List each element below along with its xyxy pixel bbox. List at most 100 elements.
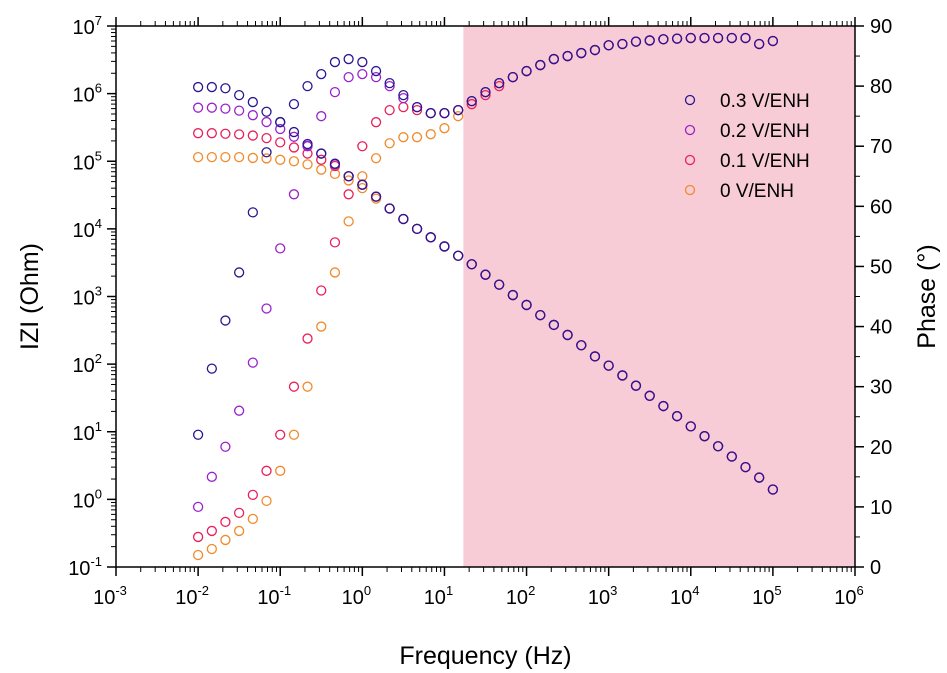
x-axis-title: Frequency (Hz) [399, 642, 571, 670]
y-tick-label: 107 [73, 13, 102, 39]
phase-point [343, 189, 354, 200]
phase-point [329, 56, 341, 68]
modulus-point [754, 472, 765, 483]
modulus-point [685, 421, 696, 432]
phase-point [247, 489, 258, 501]
phase-point [384, 77, 395, 89]
phase-point [480, 89, 491, 101]
x-tick-label: 100 [342, 583, 371, 609]
y-tick-label: 105 [73, 148, 102, 174]
phase-point [671, 33, 683, 44]
modulus-point [247, 96, 258, 108]
phase-point [316, 111, 327, 122]
legend-label: 0.3 V/ENH [720, 91, 810, 112]
phase-point [302, 381, 313, 392]
modulus-point [712, 441, 724, 452]
y2-tick-label: 0 [870, 557, 881, 579]
modulus-point [261, 132, 272, 144]
phase-point [398, 132, 409, 143]
modulus-point [220, 83, 231, 94]
legend-label: 0.1 V/ENH [720, 151, 810, 172]
modulus-point [233, 105, 245, 116]
modulus-point [507, 289, 519, 301]
phase-point [343, 71, 354, 83]
phase-point [192, 531, 204, 543]
phase-point [630, 36, 642, 47]
phase-point [425, 129, 436, 140]
modulus-point [494, 279, 505, 290]
phase-point [192, 429, 204, 440]
modulus-point [425, 232, 436, 243]
y2-tick-label: 90 [870, 16, 892, 38]
x-tick-label: 10-2 [175, 583, 209, 609]
phase-point [357, 56, 368, 68]
phase-point [535, 59, 546, 71]
phase-point [275, 117, 286, 128]
phase-point [288, 98, 300, 110]
phase-point [453, 111, 464, 122]
phase-point [439, 108, 450, 119]
phase-point [398, 92, 409, 104]
modulus-point [411, 223, 423, 235]
phase-point [658, 34, 669, 45]
modulus-point [302, 138, 313, 150]
phase-point [384, 105, 395, 116]
phase-point [220, 441, 231, 452]
modulus-point [192, 128, 204, 139]
modulus-point [398, 213, 409, 225]
modulus-point [726, 451, 737, 462]
phase-point [206, 543, 217, 555]
phase-point [329, 86, 341, 98]
modulus-point [589, 351, 601, 362]
modulus-point [439, 241, 450, 252]
plot-frame [115, 25, 856, 568]
phase-point [507, 71, 519, 83]
modulus-point [220, 103, 231, 114]
phase-point [316, 285, 327, 296]
y-tick-label: 10-1 [68, 554, 102, 580]
phase-point [767, 35, 779, 47]
phase-point [302, 80, 313, 92]
phase-point [233, 405, 245, 416]
modulus-point [576, 340, 587, 351]
legend-label: 0.2 V/ENH [720, 121, 810, 142]
modulus-point [466, 259, 477, 270]
phase-point [261, 495, 272, 507]
phase-point [494, 80, 505, 92]
modulus-point [521, 299, 532, 311]
phase-point [357, 141, 368, 152]
phase-point [411, 132, 423, 143]
phase-point [384, 80, 395, 92]
legend-marker [684, 154, 696, 166]
modulus-point [370, 193, 382, 204]
phase-point [329, 267, 341, 278]
phase-point [453, 105, 464, 116]
modulus-point [206, 151, 217, 163]
phase-point [521, 65, 532, 77]
phase-point [275, 429, 286, 440]
phase-point [384, 138, 395, 149]
phase-point [247, 207, 258, 218]
modulus-point [644, 390, 655, 401]
phase-point [220, 534, 231, 546]
modulus-point [316, 164, 327, 175]
modulus-point [603, 360, 614, 371]
modulus-point [767, 484, 779, 495]
phase-point [288, 189, 300, 200]
y2-tick-label: 70 [870, 136, 892, 158]
phase-point [712, 32, 724, 44]
phase-point [411, 105, 423, 116]
modulus-point [384, 203, 395, 214]
phase-point [480, 86, 491, 98]
modulus-point [275, 123, 286, 135]
modulus-point [453, 250, 464, 261]
modulus-point [316, 154, 327, 165]
legend-marker [684, 124, 696, 136]
modulus-point [233, 151, 245, 163]
modulus-point [562, 329, 573, 341]
y2-tick-label: 40 [870, 317, 892, 339]
phase-point [192, 501, 204, 513]
phase-point [411, 102, 423, 113]
phase-point [206, 363, 217, 374]
phase-point [233, 525, 245, 537]
